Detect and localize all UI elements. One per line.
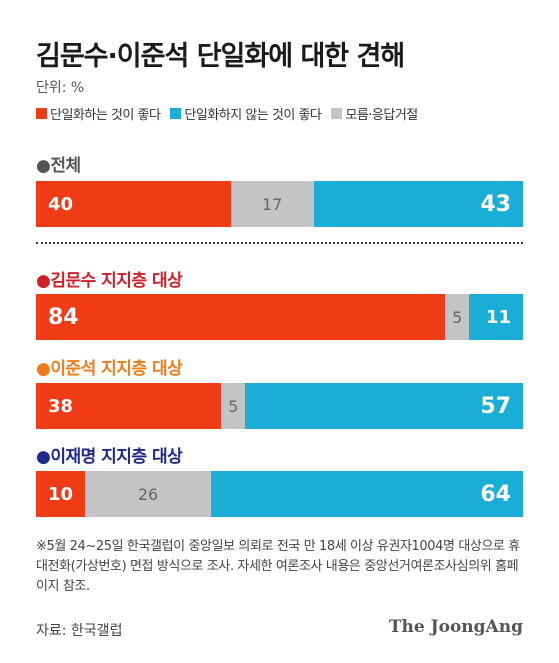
data-label-dont-know: 26: [137, 484, 159, 504]
legend-swatch-good: [36, 108, 47, 119]
data-label-not-good: 11: [485, 306, 511, 328]
bar-lee-jm: 10 26 64: [36, 471, 523, 517]
bar-segment-dont-know: 5: [445, 294, 470, 340]
legend-swatch-dont-know: [331, 108, 343, 119]
bar-segment-good: 38: [36, 383, 222, 429]
data-label-dont-know: 5: [228, 396, 239, 416]
legend-label-not-good: 단일화하지 않는 것이 좋다: [184, 108, 322, 123]
legend-label-good: 단일화하는 것이 좋다: [50, 108, 161, 123]
bar-segment-good: 10: [36, 471, 85, 517]
bar-segment-dont-know: 26: [84, 471, 212, 517]
data-label-good: 84: [48, 304, 79, 330]
bar-segment-not-good: 64: [211, 471, 523, 517]
bar-all: 40 17 43: [36, 181, 523, 227]
source-label: 자료: 한국갤럽: [36, 623, 123, 639]
data-label-not-good: 43: [480, 191, 511, 217]
data-label-dont-know: 5: [452, 307, 463, 327]
legend: 단일화하는 것이 좋다 단일화하지 않는 것이 좋다 모름·응답거절: [36, 104, 418, 123]
legend-label-dont-know: 모름·응답거절: [345, 108, 418, 123]
footnote: ※5월 24~25일 한국갤럽이 중앙일보 의뢰로 전국 만 18세 이상 유권…: [36, 539, 520, 594]
data-label-not-good: 57: [480, 393, 511, 419]
group-label-lee-jm: ●이재명 지지층 대상: [36, 447, 183, 467]
group-label-all: ●전체: [36, 156, 81, 176]
legend-item-not-good: 단일화하지 않는 것이 좋다: [170, 104, 322, 123]
unit-label: 단위: %: [36, 80, 85, 96]
bar-segment-dont-know: 5: [221, 383, 246, 429]
bar-segment-good: 84: [36, 294, 446, 340]
group-label-lee-js: ●이준석 지지층 대상: [36, 359, 183, 379]
data-label-dont-know: 17: [262, 194, 283, 214]
legend-item-dont-know: 모름·응답거절: [331, 104, 418, 123]
group-label-kim: ●김문수 지지층 대상: [36, 271, 183, 291]
data-label-good: 40: [48, 193, 74, 215]
bar-lee-js: 38 5 57: [36, 383, 523, 429]
bar-segment-not-good: 43: [313, 181, 523, 227]
bar-segment-not-good: 11: [469, 294, 523, 340]
bar-segment-good: 40: [36, 181, 231, 227]
section-divider: [36, 242, 523, 244]
data-label-good: 38: [48, 395, 74, 417]
data-label-good: 10: [48, 483, 74, 505]
legend-item-good: 단일화하는 것이 좋다: [36, 104, 161, 123]
legend-swatch-not-good: [170, 108, 182, 119]
data-label-not-good: 64: [480, 481, 511, 507]
bar-kim: 84 5 11: [36, 294, 523, 340]
bar-segment-not-good: 57: [245, 383, 523, 429]
chart-title: 김문수·이준석 단일화에 대한 견해: [36, 41, 405, 72]
bar-segment-dont-know: 17: [230, 181, 314, 227]
publisher-logo: The JoongAng: [388, 617, 523, 637]
